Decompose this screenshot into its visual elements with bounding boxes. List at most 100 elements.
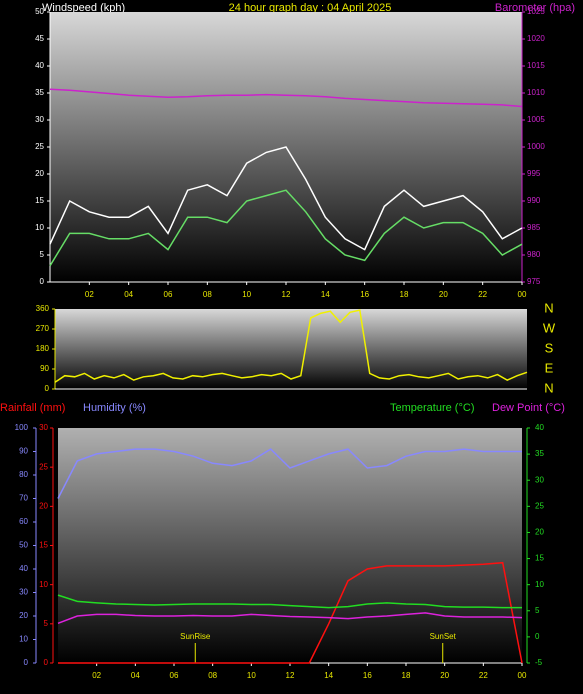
y2-tick-label: S xyxy=(545,340,554,355)
x-tick-label: 18 xyxy=(402,671,411,680)
x-tick-label: 22 xyxy=(479,671,488,680)
x-tick-label: 04 xyxy=(131,671,140,680)
y-tick-label: 25 xyxy=(39,462,48,471)
y3-tick-label: 70 xyxy=(19,494,28,503)
plot-area xyxy=(55,309,527,389)
y2-tick-label: 35 xyxy=(535,449,544,458)
y-tick-label: 10 xyxy=(39,580,48,589)
y3-tick-label: 100 xyxy=(15,423,29,432)
y-tick-label: 15 xyxy=(39,541,48,550)
y3-tick-label: 40 xyxy=(19,564,28,573)
y2-tick-label: 20 xyxy=(535,528,544,537)
y3-tick-label: 0 xyxy=(24,658,29,667)
series-line xyxy=(49,189,523,267)
y2-tick-label: E xyxy=(545,360,554,375)
x-tick-label: 12 xyxy=(282,290,291,299)
y-tick-label: 180 xyxy=(36,344,50,353)
plot-area xyxy=(58,428,522,663)
x-tick-label: 14 xyxy=(321,290,330,299)
y3-tick-label: 60 xyxy=(19,517,28,526)
series-line xyxy=(57,448,522,499)
x-tick-label: 22 xyxy=(478,290,487,299)
y2-tick-label: 1020 xyxy=(527,34,545,43)
x-tick-label: 06 xyxy=(170,671,179,680)
x-tick-label: 00 xyxy=(518,290,527,299)
x-tick-label: 10 xyxy=(247,671,256,680)
y2-tick-label: 980 xyxy=(527,250,541,259)
y-tick-label: 45 xyxy=(35,34,44,43)
x-tick-label: 16 xyxy=(360,290,369,299)
x-tick-label: 20 xyxy=(440,671,449,680)
series-line xyxy=(57,594,522,609)
y-tick-label: 30 xyxy=(39,423,48,432)
y-axis-title: Windspeed (kph) xyxy=(42,2,125,14)
x-tick-label: 16 xyxy=(363,671,372,680)
y-tick-label: 20 xyxy=(39,501,48,510)
y-tick-label: 90 xyxy=(40,364,49,373)
y2-tick-label: 15 xyxy=(535,554,544,563)
y-tick-label: 5 xyxy=(40,250,45,259)
y2-tick-label: 10 xyxy=(535,580,544,589)
y-tick-label: 40 xyxy=(35,61,44,70)
y2-tick-label: W xyxy=(543,320,556,335)
x-tick-label: 08 xyxy=(203,290,212,299)
series-line xyxy=(49,146,523,251)
y2-tick-label: 995 xyxy=(527,169,541,178)
y-tick-label: 30 xyxy=(35,115,44,124)
x-tick-label: 12 xyxy=(286,671,295,680)
y2-tick-label: 1015 xyxy=(527,61,545,70)
series-line xyxy=(49,88,523,108)
y2-tick-label: 985 xyxy=(527,223,541,232)
y3-tick-label: 10 xyxy=(19,635,28,644)
x-tick-label: 04 xyxy=(124,290,133,299)
x-tick-label: 18 xyxy=(400,290,409,299)
y2-tick-label: N xyxy=(544,300,553,315)
y2-tick-label: N xyxy=(544,380,553,395)
series-line xyxy=(54,309,528,383)
y3-tick-label: 30 xyxy=(19,588,28,597)
y2-tick-label: 25 xyxy=(535,501,544,510)
y2-tick-label: 975 xyxy=(527,277,541,286)
y2-tick-label: 1025 xyxy=(527,7,545,16)
y2-tick-label: 1000 xyxy=(527,142,545,151)
annotation-label: SunRise xyxy=(180,632,211,641)
y-tick-label: 25 xyxy=(35,142,44,151)
y-tick-label: 10 xyxy=(35,223,44,232)
y-tick-label: 35 xyxy=(35,88,44,97)
x-tick-label: 02 xyxy=(85,290,94,299)
x-tick-label: 14 xyxy=(324,671,333,680)
legend-label: Humidity (%) xyxy=(83,402,146,414)
series-line xyxy=(58,561,523,664)
y-tick-label: 360 xyxy=(36,304,50,313)
y3-tick-label: 20 xyxy=(19,611,28,620)
y3-tick-label: 80 xyxy=(19,470,28,479)
y3-tick-label: 90 xyxy=(19,447,28,456)
x-tick-label: 20 xyxy=(439,290,448,299)
y-tick-label: 0 xyxy=(45,384,50,393)
y2-tick-label: 1005 xyxy=(527,115,545,124)
y-tick-label: 5 xyxy=(44,619,49,628)
x-tick-label: 08 xyxy=(208,671,217,680)
y-tick-label: 20 xyxy=(35,169,44,178)
x-tick-label: 06 xyxy=(164,290,173,299)
y2-tick-label: 990 xyxy=(527,196,541,205)
legend-label: Dew Point (°C) xyxy=(492,402,565,414)
x-tick-label: 00 xyxy=(518,671,527,680)
y2-axis-title: Barometer (hpa) xyxy=(495,2,575,14)
y2-tick-label: 5 xyxy=(535,606,540,615)
y2-tick-label: 40 xyxy=(535,423,544,432)
annotation-label: SunSet xyxy=(430,632,457,641)
y-tick-label: 270 xyxy=(36,324,50,333)
y-tick-label: 0 xyxy=(44,658,49,667)
chart-title: 24 hour graph day : 04 April 2025 xyxy=(229,2,392,14)
y2-tick-label: 0 xyxy=(535,632,540,641)
legend-label: Temperature (°C) xyxy=(390,402,474,414)
y-tick-label: 15 xyxy=(35,196,44,205)
y2-tick-label: 30 xyxy=(535,475,544,484)
x-tick-label: 10 xyxy=(242,290,251,299)
y-tick-label: 0 xyxy=(40,277,45,286)
y-tick-label: 50 xyxy=(35,7,44,16)
y2-tick-label: -5 xyxy=(535,658,543,667)
y2-tick-label: 1010 xyxy=(527,88,545,97)
